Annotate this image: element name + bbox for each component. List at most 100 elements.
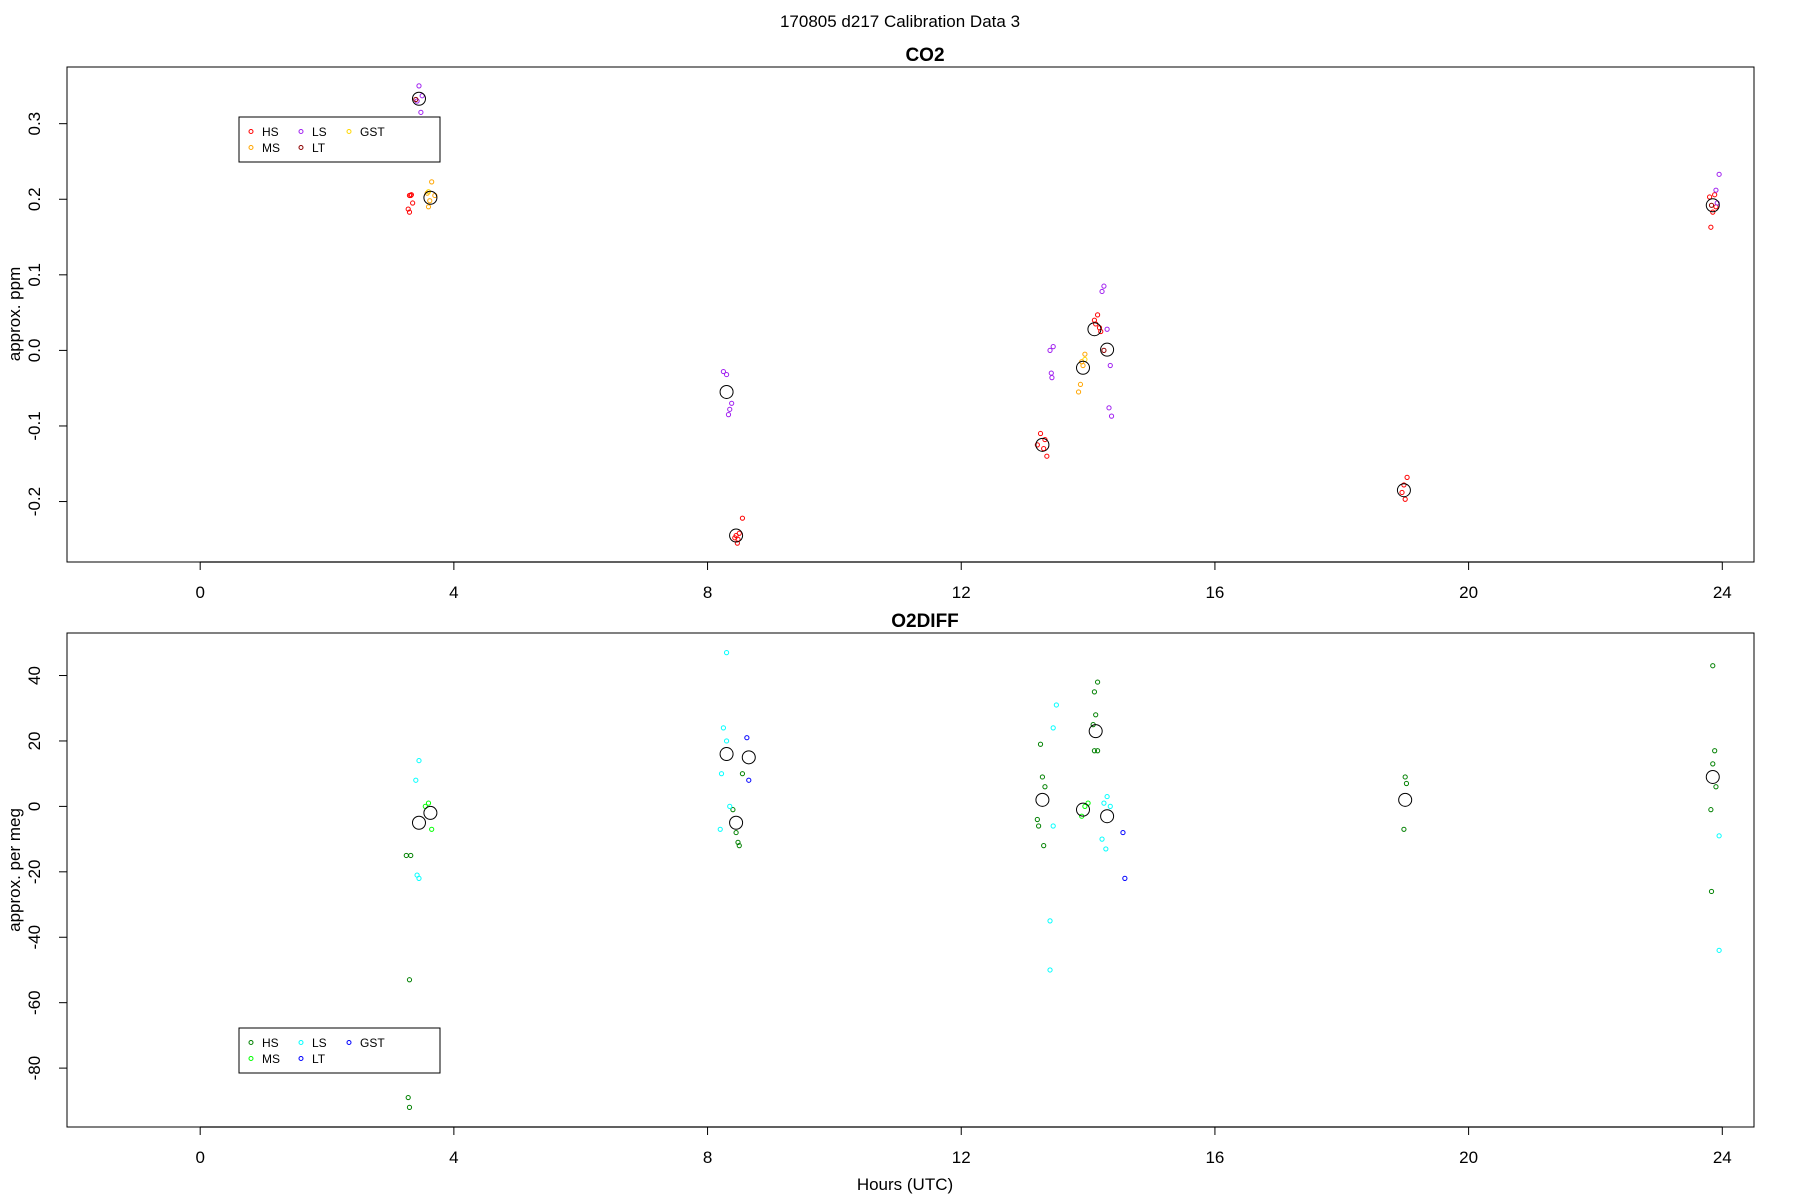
o2diff-point-ms xyxy=(429,826,435,832)
figure-xlabel: Hours (UTC) xyxy=(857,1175,953,1194)
co2-point-ls xyxy=(1106,405,1112,411)
o2diff-mean-marker xyxy=(1035,792,1050,807)
o2diff-legend-label-ms: MS xyxy=(262,1052,280,1066)
co2-point-hs xyxy=(736,530,742,536)
co2-y-tick-label: 0.1 xyxy=(25,263,44,287)
o2diff-point-hs xyxy=(1710,761,1716,767)
co2-point-hs xyxy=(1399,489,1405,496)
o2diff-point-hs xyxy=(730,807,736,813)
co2-point-ls xyxy=(720,368,727,375)
o2diff-point-hs xyxy=(1710,663,1716,669)
o2diff-x-tick-label: 24 xyxy=(1713,1148,1732,1167)
o2diff-point-hs xyxy=(1036,823,1042,829)
o2diff-x-tick-label: 12 xyxy=(952,1148,971,1167)
o2diff-mean-marker xyxy=(729,815,744,830)
co2-x-tick-label: 4 xyxy=(449,583,458,602)
o2diff-point-hs xyxy=(408,852,414,859)
co2-legend-label-gst: GST xyxy=(360,125,385,139)
co2-x-tick-label: 0 xyxy=(195,583,204,602)
co2-mean-marker xyxy=(1076,360,1091,375)
o2diff-point-hs xyxy=(406,977,413,983)
o2diff-point-hs xyxy=(1713,784,1719,790)
co2-point-hs xyxy=(1034,442,1040,448)
co2-y-tick-label: 0.2 xyxy=(25,187,44,211)
o2diff-x-tick-label: 4 xyxy=(449,1148,458,1167)
o2diff-point-hs xyxy=(1041,843,1047,849)
co2-point-ms xyxy=(429,179,435,185)
o2diff-point-hs xyxy=(733,829,739,836)
o2diff-point-ls xyxy=(416,757,422,764)
o2diff-legend-label-lt: LT xyxy=(312,1052,326,1066)
co2-legend-label-ms: MS xyxy=(262,141,280,155)
o2diff-legend-box xyxy=(238,1027,441,1074)
o2diff-x-axis: 0 4 8 12 16 20 24 xyxy=(195,1126,1732,1167)
o2diff-point-hs xyxy=(1708,888,1715,895)
co2-point-hs xyxy=(734,540,740,546)
o2diff-mean-marker xyxy=(741,750,756,765)
o2diff-y-axis: -80 -60 -40 -20 0 20 40 xyxy=(25,666,67,1080)
co2-point-hs xyxy=(732,535,738,541)
co2-point-lt xyxy=(1708,202,1715,208)
co2-x-tick-label: 16 xyxy=(1205,583,1224,602)
co2-point-ms xyxy=(1077,381,1084,388)
o2diff-x-tick-label: 0 xyxy=(195,1148,204,1167)
o2diff-points xyxy=(403,650,1722,1110)
co2-point-ls xyxy=(723,371,730,378)
o2diff-legend-swatch-lt xyxy=(298,1056,304,1061)
co2-point-ms xyxy=(1080,362,1086,369)
co2-point-ls xyxy=(1050,344,1056,350)
o2diff-mean-marker xyxy=(1100,809,1115,824)
o2diff-y-tick-label: 40 xyxy=(25,666,44,685)
co2-title: CO2 xyxy=(905,45,944,66)
co2-point-ls xyxy=(1107,362,1113,369)
o2diff-ylabel: approx. per meg xyxy=(5,808,24,932)
co2-y-tick-label: -0.2 xyxy=(25,487,44,516)
o2diff-point-ls xyxy=(1103,846,1109,852)
co2-point-hs xyxy=(1710,209,1716,215)
o2diff-legend-swatch-hs xyxy=(248,1040,254,1045)
co2-point-ls xyxy=(1047,347,1053,353)
o2diff-point-ls xyxy=(1716,833,1722,839)
o2diff-point-ls xyxy=(1047,918,1053,924)
o2diff-mean-marker xyxy=(411,815,426,830)
co2-mean-marker xyxy=(1396,483,1411,498)
o2diff-point-hs xyxy=(736,843,742,849)
figure-title: 170805 d217 Calibration Data 3 xyxy=(780,12,1020,31)
co2-point-ms xyxy=(425,204,432,210)
o2diff-x-tick-label: 8 xyxy=(703,1148,712,1167)
o2diff-point-ls xyxy=(720,725,727,731)
co2-legend-label-ls: LS xyxy=(312,125,327,139)
co2-point-hs xyxy=(1712,192,1718,198)
o2diff-point-hs xyxy=(1708,807,1714,813)
co2-mean-marker xyxy=(719,384,734,399)
o2diff-point-lt xyxy=(744,735,750,741)
o2diff-y-tick-label: -40 xyxy=(25,925,44,950)
o2diff-point-ls xyxy=(1047,967,1053,973)
co2-point-hs xyxy=(1041,446,1047,452)
co2-mean-marker xyxy=(1035,437,1050,452)
co2-point-hs xyxy=(1042,436,1048,443)
o2diff-point-lt xyxy=(1120,829,1126,836)
co2-point-ls xyxy=(1108,413,1115,419)
co2-legend-label-hs: HS xyxy=(262,125,279,139)
co2-x-axis: 0 4 8 12 16 20 24 xyxy=(195,561,1732,602)
co2-point-lt xyxy=(1101,347,1107,353)
o2diff-point-hs xyxy=(1402,774,1408,780)
co2-mean-marker xyxy=(423,190,438,205)
o2diff-point-ls xyxy=(416,875,422,881)
o2diff-legend: HS MS LS LT GST xyxy=(238,1027,441,1074)
co2-point-hs xyxy=(410,200,416,206)
co2-point-ls xyxy=(727,406,733,412)
co2-point-ls xyxy=(418,109,424,115)
o2diff-title: O2DIFF xyxy=(891,611,959,632)
o2diff-point-ls xyxy=(413,777,419,783)
o2diff-point-hs xyxy=(1091,689,1098,695)
o2diff-point-hs xyxy=(1039,774,1046,780)
o2diff-legend-label-gst: GST xyxy=(360,1036,385,1050)
o2diff-mean-marker xyxy=(1398,792,1413,807)
co2-legend: HS MS LS LT GST xyxy=(238,116,441,163)
o2diff-point-ms xyxy=(425,800,432,806)
o2diff-point-ls xyxy=(723,650,730,656)
co2-point-ls xyxy=(1104,326,1110,332)
